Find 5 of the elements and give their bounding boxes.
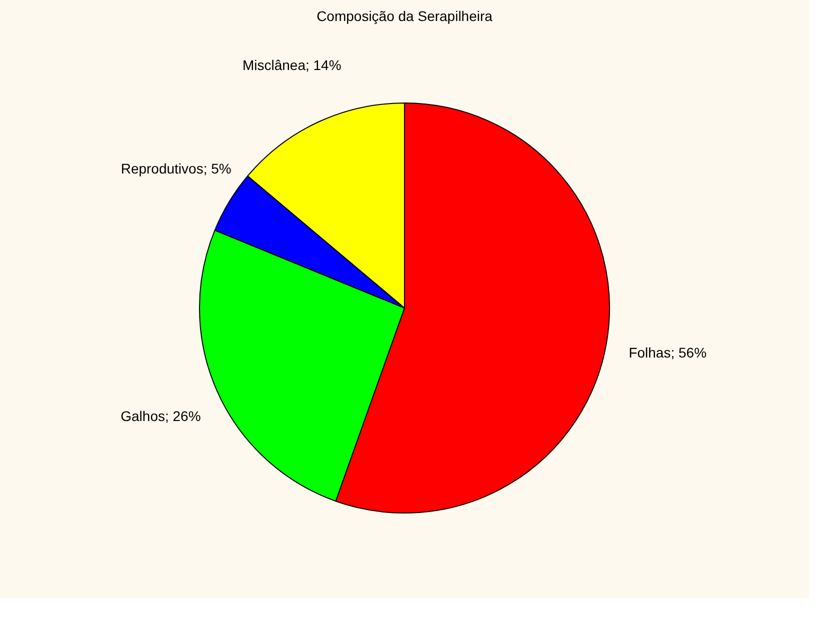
slice-label: Folhas; 56% [628, 344, 707, 360]
slice-label: Misclânea; 14% [242, 56, 342, 73]
slice-label: Reprodutivos; 5% [120, 160, 232, 177]
chart-title: Composição da Serapilheira [316, 8, 493, 24]
slice-label: Galhos; 26% [120, 408, 201, 424]
